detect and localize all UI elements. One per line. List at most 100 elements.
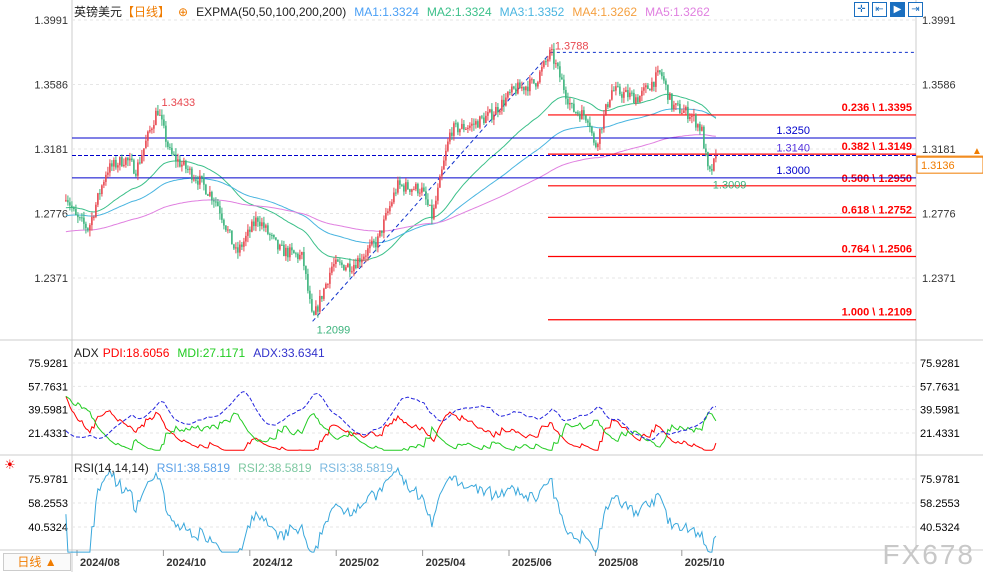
candle-body [357,258,359,269]
candle-body [165,125,167,142]
period-tag[interactable]: 【日线】 [122,5,171,19]
candle-body [577,112,579,114]
trend-line [312,51,552,322]
candle-body [225,225,227,231]
candle-body [363,256,365,260]
candle-body [383,219,385,233]
price-tick-right: 1.3586 [922,80,956,92]
candle-body [199,175,201,185]
candle-body [295,253,297,255]
candle-body [319,295,321,312]
candle-body [321,295,323,299]
time-tick: 2024/12 [253,557,293,569]
candle-body [325,283,327,289]
indicator-name[interactable]: EXPMA(50,50,100,200,200) [196,4,347,19]
candle-body [249,229,251,232]
ma-values: MA1:1.3324 MA2:1.3324 MA3:1.3352 MA4:1.3262… [354,5,710,19]
zoom-left-icon[interactable]: ⇤ [872,2,887,17]
candle-body [695,114,697,128]
candle-body [107,172,109,175]
candle-body [137,162,139,176]
candle-body [187,168,189,170]
candle-body [87,228,89,231]
candle-body [563,79,565,91]
rsi-tick-left: 58.2553 [28,498,68,510]
candle-body [663,76,665,81]
candle-body [635,97,637,104]
candle-body [641,90,643,97]
candle-body [213,200,215,202]
candle-body [255,217,257,227]
add-indicator-icon[interactable]: ⊕ [178,4,189,19]
candle-body [645,85,647,88]
candle-body [141,155,143,164]
candle-body [525,86,527,91]
candle-body [385,213,387,220]
candle-body [437,187,439,201]
candle-body [435,200,437,208]
candle-body [351,271,353,273]
candle-body [365,255,367,257]
candle-body [531,79,533,81]
candle-body [601,128,603,130]
candle-body [625,90,627,93]
candle-body [649,88,651,91]
time-tick: 2025/06 [512,557,552,569]
candle-body [155,110,157,126]
candle-body [653,81,655,87]
candle-body [377,236,379,248]
adx-tick-right: 75.9281 [920,358,960,370]
crosshair-icon[interactable]: ✛ [854,2,869,17]
candle-body [381,230,383,233]
jump-end-icon[interactable]: ⇥ [908,2,923,17]
rsi-settings-icon[interactable]: ☀ [4,457,16,472]
ma-value-2: MA2:1.3324 [426,4,492,19]
candle-body [361,259,363,263]
candle-body [113,159,115,167]
candle-body [269,233,271,235]
candle-body [511,86,513,93]
candle-body [305,266,307,274]
candle-body [335,259,337,264]
candle-body [673,104,675,110]
candle-body [189,168,191,170]
candle-body [545,61,547,63]
candle-body [463,123,465,130]
candle-body [527,86,529,92]
candle-body [289,247,291,258]
ma-value-1: MA1:1.3324 [354,4,419,19]
period-button[interactable]: 日线 ▲ [3,553,71,571]
rsi-tick-right: 58.2553 [920,498,960,510]
ma-value-3: MA3:1.3352 [499,4,565,19]
candle-body [611,90,613,100]
candle-body [697,124,699,128]
candle-body [633,92,635,104]
candle-body [589,122,591,127]
candle-body [117,165,119,168]
candle-body [101,185,103,194]
candle-body [91,216,93,226]
candle-body [395,192,397,194]
rsi-tick-right: 75.9781 [920,474,960,486]
rsi-tick-left: 75.9781 [28,474,68,486]
candle-body [313,311,315,315]
candle-body [593,133,595,143]
candle-body [669,93,671,100]
candle-body [575,111,577,113]
candle-body [159,114,161,116]
support-label: 1.3140 [776,143,810,155]
rsi3-value: RSI3:38.5819 [319,461,393,475]
play-right-icon[interactable]: ▶ [890,2,905,17]
candle-body [609,99,611,108]
price-tick-left: 1.2371 [34,273,68,285]
candle-body [529,79,531,92]
rsi2-value: RSI2:38.5819 [238,461,312,475]
candle-body [215,201,217,203]
candle-body [705,148,707,153]
fib-label: 0.500 \ 1.2950 [842,173,912,185]
candle-body [99,193,101,195]
candle-body [65,200,67,202]
candle-body [139,162,141,164]
candle-body [555,63,557,65]
